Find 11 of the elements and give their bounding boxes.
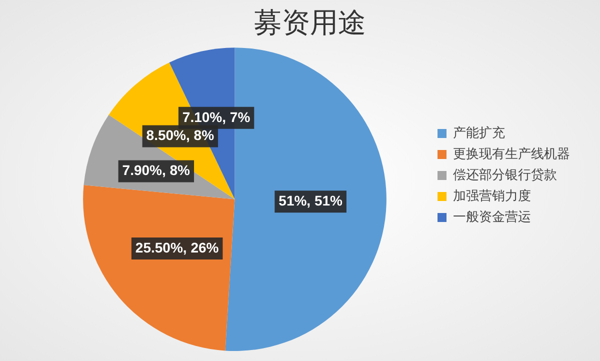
- data-label: 7.10%, 7%: [182, 108, 251, 125]
- legend-label: 产能扩充: [453, 126, 505, 141]
- data-label: 51%, 51%: [278, 192, 344, 209]
- legend-label: 更换现有生产线机器: [453, 146, 570, 162]
- legend-label: 一般资金营运: [453, 210, 531, 225]
- legend-label: 偿还部分银行贷款: [453, 168, 557, 183]
- data-label: 8.50%, 8%: [146, 127, 215, 144]
- data-label: 7.90%, 8%: [122, 162, 191, 178]
- legend-label: 加强营销力度: [453, 188, 531, 204]
- data-label: 25.50%, 26%: [135, 239, 220, 256]
- chart-title: 募资用途: [254, 6, 366, 40]
